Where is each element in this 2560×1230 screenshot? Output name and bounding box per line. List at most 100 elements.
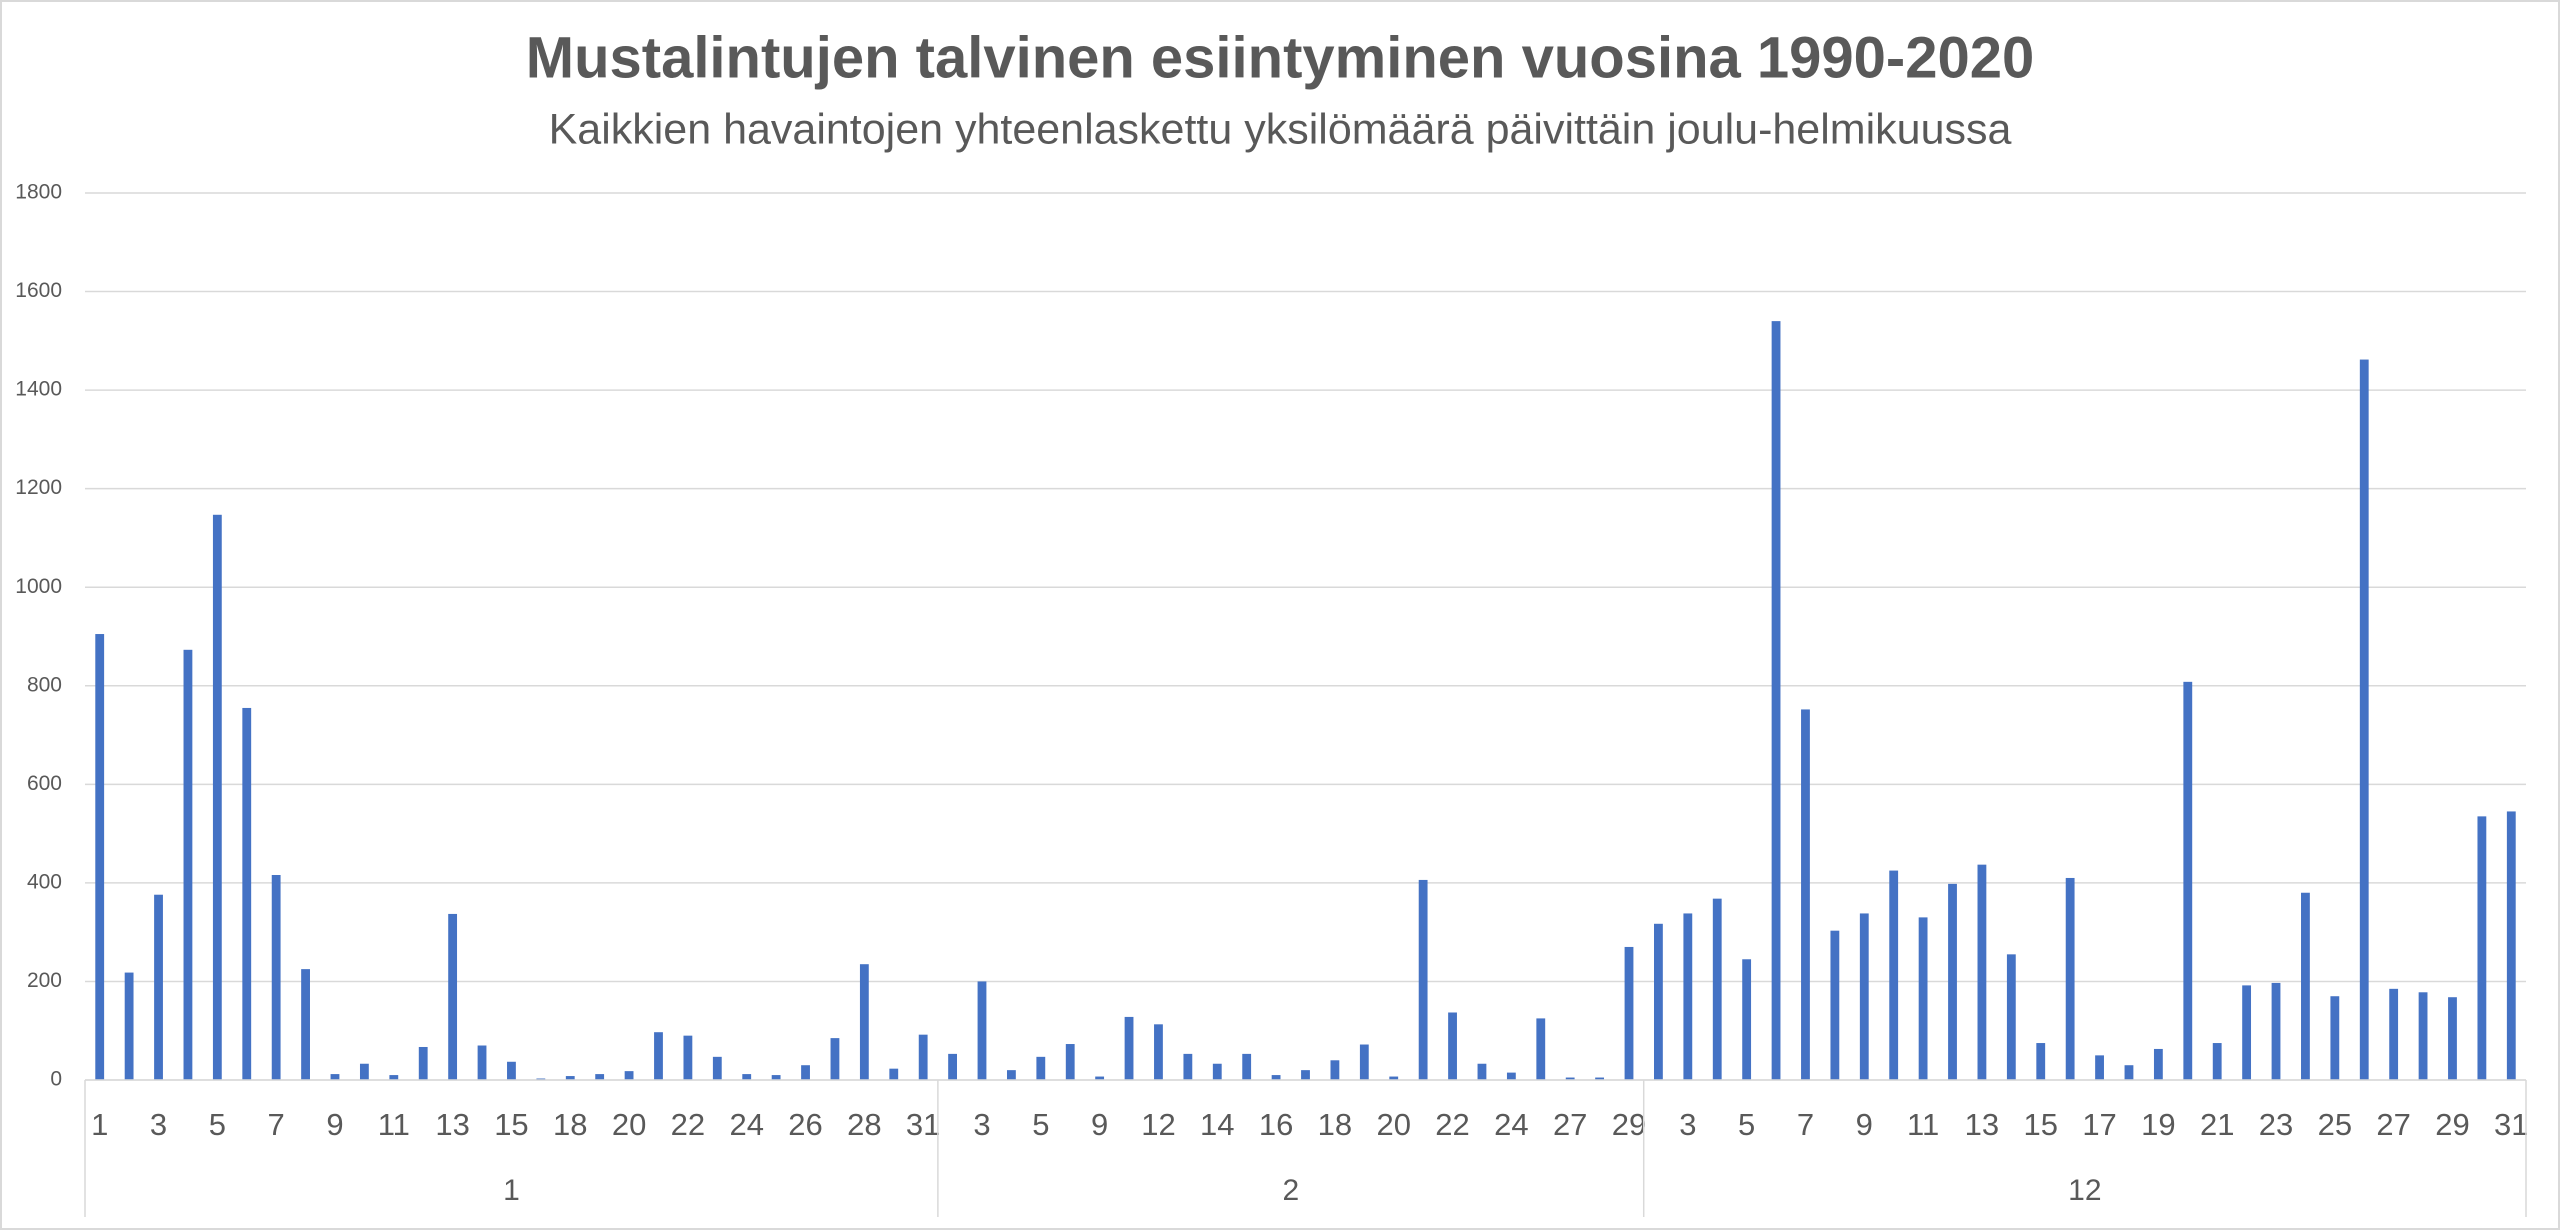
y-tick-label: 1000 [15,575,62,598]
bar [1918,917,1928,1080]
x-tick-label: 23 [2259,1107,2293,1142]
bar [183,649,193,1080]
bar [1830,930,1840,1080]
bar [330,1074,340,1080]
x-tick-label: 29 [1612,1107,1646,1142]
bar [2389,988,2399,1080]
x-tick-label: 28 [847,1107,881,1142]
x-tick-label: 11 [378,1107,410,1142]
y-tick-label: 1800 [15,181,62,204]
x-tick-label: 19 [2141,1107,2175,1142]
bar [418,1046,428,1080]
bar [2506,811,2516,1080]
x-tick-label: 15 [494,1107,528,1142]
bar [1712,898,1722,1080]
bar [1242,1053,1252,1080]
bar [2095,1055,2104,1080]
bar [1506,1072,1516,1080]
bar [1418,879,1428,1080]
bar [1271,1075,1281,1080]
bar [1654,923,1663,1080]
x-tick-label: 12 [1141,1107,1175,1142]
group-label: 1 [503,1174,520,1207]
x-tick-label: 7 [268,1107,285,1142]
x-tick-label: 27 [2376,1107,2410,1142]
x-tick-label: 29 [2435,1107,2469,1142]
bar [2359,359,2369,1080]
bar [2477,816,2487,1080]
bar [1771,321,1781,1081]
group-label: 2 [1282,1174,1299,1207]
bar [1683,913,1693,1080]
bar [1154,1024,1163,1080]
bar [2006,954,2016,1080]
bar [95,634,105,1080]
bar [830,1038,840,1080]
bar [271,875,281,1080]
bar [1448,1012,1457,1080]
x-tick-label: 24 [729,1107,763,1142]
x-tick-label: 9 [326,1107,343,1142]
chart-title: Mustalintujen talvinen esiintyminen vuos… [526,25,2034,90]
x-tick-label: 3 [150,1107,167,1142]
x-tick-label: 22 [1435,1107,1469,1142]
bar [2065,877,2075,1080]
bar [742,1074,752,1080]
bar [2418,992,2428,1080]
bar [389,1075,399,1080]
x-tick-label: 21 [2200,1107,2234,1142]
x-tick-label: 18 [1318,1107,1352,1142]
bar [124,972,134,1080]
group-label: 12 [2068,1174,2101,1207]
chart-subtitle: Kaikkien havaintojen yhteenlaskettu yksi… [549,105,2012,153]
x-tick-label: 17 [2082,1107,2116,1142]
bar [1389,1076,1399,1080]
bar [1006,1070,1016,1080]
bar [683,1035,693,1080]
bar [2301,892,2310,1080]
bar [301,969,310,1080]
y-tick-label: 0 [50,1068,62,1091]
bar [2448,997,2457,1080]
bar [948,1053,957,1080]
y-tick-label: 400 [27,870,62,893]
x-tick-label: 7 [1797,1107,1814,1142]
bar [1330,1060,1340,1080]
bar [2124,1065,2134,1080]
x-tick-label: 5 [1738,1107,1755,1142]
bar [889,1068,899,1080]
bar [1477,1063,1487,1080]
bar [624,1071,634,1080]
bar [801,1065,810,1080]
bar [1301,1070,1310,1080]
x-tick-label: 20 [1376,1107,1410,1142]
bar [1565,1077,1575,1080]
y-tick-label: 800 [27,673,62,696]
bar [154,894,163,1080]
x-tick-label: 27 [1553,1107,1587,1142]
x-tick-label: 1 [91,1107,108,1142]
x-tick-label: 18 [553,1107,587,1142]
x-tick-label: 9 [1091,1107,1108,1142]
bar [1624,946,1634,1080]
x-tick-label: 15 [2023,1107,2057,1142]
x-tick-label: 25 [2318,1107,2352,1142]
bar [1948,883,1957,1080]
bar [1889,870,1899,1080]
bar [1124,1016,1134,1080]
bar [2036,1043,2046,1080]
x-tick-label: 31 [2494,1107,2528,1142]
bar [359,1063,369,1080]
y-tick-label: 1600 [15,279,62,302]
bar [1359,1044,1369,1080]
bar [977,981,987,1080]
bar [918,1034,928,1080]
bar [859,964,869,1080]
x-tick-label: 16 [1259,1107,1293,1142]
x-tick-label: 22 [671,1107,705,1142]
x-tick-label: 5 [1032,1107,1049,1142]
bar [1595,1077,1605,1080]
